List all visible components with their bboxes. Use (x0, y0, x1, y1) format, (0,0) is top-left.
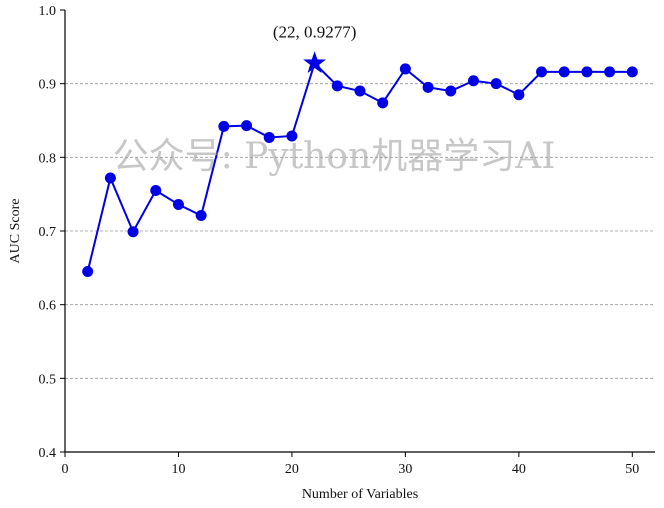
data-point (195, 210, 207, 222)
data-point (604, 66, 616, 78)
data-point (422, 81, 434, 93)
x-tick-label: 20 (285, 462, 299, 477)
x-tick-label: 50 (625, 462, 639, 477)
data-point (490, 78, 502, 90)
data-point (467, 75, 479, 87)
data-point (399, 63, 411, 75)
data-point (286, 130, 298, 142)
data-point (513, 89, 525, 101)
data-point (172, 198, 184, 210)
data-point (626, 66, 638, 78)
x-tick-label: 40 (512, 462, 526, 477)
y-tick-label: 0.8 (39, 151, 57, 166)
x-axis-title: Number of Variables (302, 487, 418, 502)
series (82, 51, 638, 278)
data-point (377, 97, 389, 109)
watermark-text: 公众号: Python机器学习AI (113, 136, 556, 177)
data-point (331, 80, 343, 92)
y-tick-label: 0.9 (39, 78, 57, 93)
y-tick-label: 0.6 (39, 299, 57, 314)
data-point (218, 120, 230, 132)
x-tick-label: 10 (171, 462, 185, 477)
best-point-annotation: (22, 0.9277) (273, 22, 357, 41)
data-point (445, 85, 457, 97)
y-tick-label: 1.0 (39, 4, 57, 19)
data-point (127, 226, 139, 238)
y-tick-label: 0.5 (39, 372, 57, 387)
data-point (354, 85, 366, 97)
y-tick-label: 0.7 (39, 225, 57, 240)
x-tick-label: 0 (62, 462, 69, 477)
data-point (536, 66, 548, 78)
y-axis-title: AUC Score (8, 199, 23, 264)
best-point-star (303, 51, 327, 73)
gridlines (65, 83, 655, 379)
data-point (581, 66, 593, 78)
data-point (104, 172, 116, 184)
data-point (241, 120, 253, 132)
ticks: 0.4 0.5 0.6 0.7 0.8 0.9 1.0 0 10 20 30 40 50 (39, 4, 640, 477)
data-point (558, 66, 570, 78)
x-tick-label: 30 (398, 462, 412, 477)
data-point (263, 131, 275, 143)
data-point (82, 266, 94, 278)
data-point (150, 184, 162, 196)
y-tick-label: 0.4 (39, 446, 57, 461)
